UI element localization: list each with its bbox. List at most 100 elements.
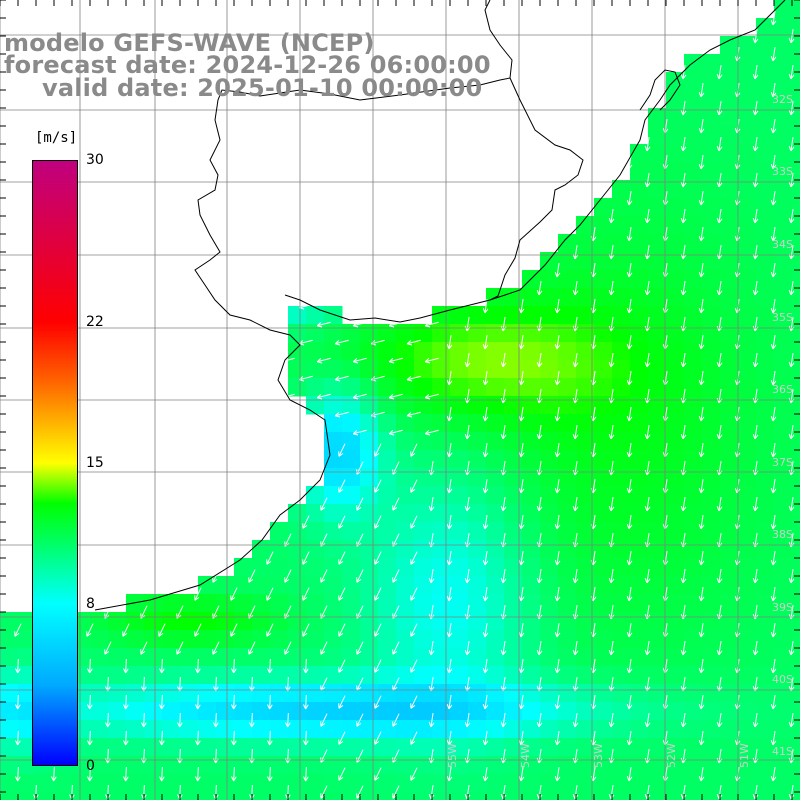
wind-cell [198,774,217,793]
wind-cell [774,774,793,793]
wind-arrow [626,587,633,602]
wind-cell [612,720,631,739]
wind-arrow [248,569,256,583]
wind-cell [630,684,649,703]
wind-cell [630,666,649,685]
wind-cell [684,108,703,127]
wind-arrow [698,263,705,278]
wind-cell [450,342,469,361]
wind-arrow [554,695,561,710]
wind-cell [684,756,703,775]
wind-cell [324,306,343,325]
wind-cell [378,486,397,505]
wind-cell [558,792,577,800]
wind-cell [378,648,397,667]
wind-cell [450,720,469,739]
wind-cell [198,648,217,667]
wind-cell [522,594,541,613]
wind-cell [252,720,271,739]
wind-arrow [680,281,687,296]
wind-arrow [231,730,237,746]
wind-arrow [338,551,346,565]
wind-cell [576,792,595,800]
wind-cell [414,324,433,343]
wind-arrow [352,357,367,364]
wind-cell [198,576,217,595]
wind-arrow [194,587,202,601]
wind-cell [450,630,469,649]
wind-arrow [410,659,418,673]
wind-cell [252,648,271,667]
wind-cell [756,738,775,757]
wind-cell [270,540,289,559]
wind-cell [666,738,685,757]
wind-cell [648,486,667,505]
wind-arrow [15,658,21,674]
wind-cell [792,0,800,19]
wind-cell [612,792,631,800]
wind-arrow [141,712,147,728]
wind-cell [468,774,487,793]
wind-cell [594,756,613,775]
wind-cell [702,774,721,793]
wind-cell [342,720,361,739]
wind-cell [594,558,613,577]
wind-cell [720,270,739,289]
wind-arrow [554,551,561,566]
wind-cell [252,576,271,595]
wind-cell [720,252,739,271]
wind-cell [378,432,397,451]
wind-cell [144,648,163,667]
wind-arrow [536,497,543,512]
wind-cell [306,612,325,631]
wind-cell [360,684,379,703]
wind-cell [342,792,361,800]
wind-cell [612,450,631,469]
wind-arrow [338,695,346,709]
wind-cell [630,558,649,577]
wind-arrow [482,515,489,530]
wind-arrow [338,731,346,745]
wind-cell [450,414,469,433]
wind-arrow [788,641,795,656]
wind-cell [558,630,577,649]
wind-cell [774,504,793,523]
wind-arrow [212,641,220,655]
wind-arrow [105,748,111,764]
wind-cell [702,432,721,451]
wind-cell [756,432,775,451]
wind-cell [756,648,775,667]
wind-cell [522,468,541,487]
wind-cell [306,486,325,505]
wind-cell [576,216,595,235]
wind-arrow [788,65,795,80]
wind-arrow [572,497,579,512]
wind-arrow [352,321,367,328]
wind-arrow [572,641,579,656]
wind-cell [558,774,577,793]
wind-cell [432,612,451,631]
wind-arrow [159,730,165,746]
wind-cell [504,378,523,397]
wind-cell [648,324,667,343]
wind-cell [288,504,307,523]
wind-arrow [770,731,777,746]
wind-cell [432,360,451,379]
wind-cell [774,702,793,721]
wind-cell [648,378,667,397]
wind-arrow [374,551,382,565]
wind-cell [648,720,667,739]
wind-cell [522,396,541,415]
wind-cell [342,738,361,757]
wind-cell [360,576,379,595]
wind-cell [450,306,469,325]
wind-cell [594,378,613,397]
wind-cell [774,594,793,613]
wind-arrow [536,641,543,656]
wind-cell [252,738,271,757]
wind-cell [378,522,397,541]
longitude-label: 54W [518,743,532,768]
wind-cell [486,756,505,775]
wind-cell [234,630,253,649]
wind-arrow [770,551,777,566]
